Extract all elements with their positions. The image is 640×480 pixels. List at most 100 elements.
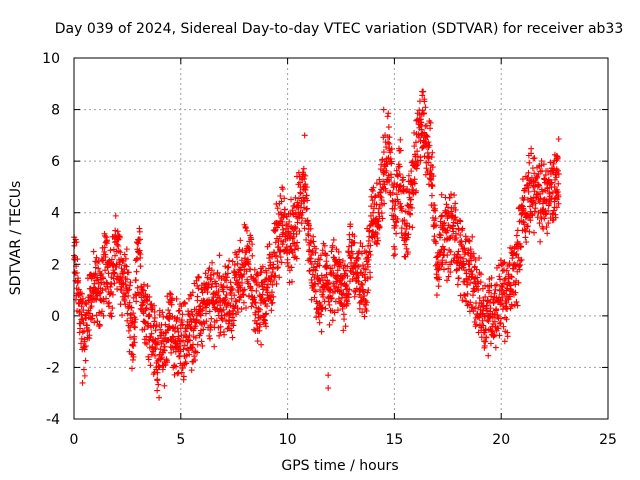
data-point	[528, 150, 535, 157]
data-point	[325, 372, 332, 379]
data-point	[321, 284, 328, 291]
data-point	[121, 251, 128, 258]
data-point	[202, 270, 209, 277]
data-point	[351, 233, 358, 240]
data-point	[503, 267, 510, 274]
data-point	[374, 241, 381, 248]
data-point	[220, 288, 227, 295]
data-point	[81, 346, 88, 353]
data-point	[217, 323, 224, 330]
data-point	[383, 167, 390, 174]
data-point	[119, 312, 126, 319]
data-point	[116, 234, 123, 241]
data-point	[506, 293, 513, 300]
data-point	[101, 232, 108, 239]
data-point	[447, 248, 454, 255]
data-point	[335, 248, 342, 255]
data-point	[141, 326, 148, 333]
data-point	[195, 273, 202, 280]
data-point	[553, 152, 560, 159]
data-point	[284, 235, 291, 242]
data-point	[272, 272, 279, 279]
data-point	[459, 297, 466, 304]
data-point	[281, 206, 288, 213]
data-point	[289, 249, 296, 256]
data-point	[151, 318, 158, 325]
data-point	[89, 312, 96, 319]
data-point	[495, 325, 502, 332]
data-point	[493, 281, 500, 288]
data-point	[406, 223, 413, 230]
x-tick-label: 5	[176, 432, 185, 448]
data-point	[231, 292, 238, 299]
data-point	[504, 305, 511, 312]
data-point	[306, 267, 313, 274]
data-point	[524, 196, 531, 203]
data-point	[555, 193, 562, 200]
data-point	[348, 248, 355, 255]
y-tick-label: -4	[46, 412, 60, 428]
data-point	[113, 248, 120, 255]
data-point	[203, 318, 210, 325]
data-point	[247, 266, 254, 273]
data-point	[272, 239, 279, 246]
data-point	[439, 212, 446, 219]
data-point	[189, 311, 196, 318]
data-point	[338, 300, 345, 307]
data-point	[492, 344, 499, 351]
y-tick-label: 8	[51, 103, 60, 119]
data-point	[550, 207, 557, 214]
data-point	[193, 277, 200, 284]
y-tick-label: 6	[51, 154, 60, 170]
data-point	[156, 351, 163, 358]
data-point	[451, 192, 458, 199]
data-point	[260, 286, 267, 293]
data-point	[548, 179, 555, 186]
data-point	[393, 191, 400, 198]
data-point	[405, 172, 412, 179]
data-point	[303, 192, 310, 199]
data-point	[311, 294, 318, 301]
data-point	[90, 248, 97, 255]
data-point	[228, 295, 235, 302]
data-point	[93, 254, 100, 261]
data-point	[226, 257, 233, 264]
data-point	[486, 314, 493, 321]
data-point	[261, 297, 268, 304]
data-point	[206, 332, 213, 339]
data-point	[105, 300, 112, 307]
data-point	[273, 280, 280, 287]
data-point	[536, 220, 543, 227]
data-point	[355, 278, 362, 285]
data-point	[452, 200, 459, 207]
data-point	[258, 341, 265, 348]
data-point	[242, 225, 249, 232]
data-point	[269, 299, 276, 306]
data-point	[491, 318, 498, 325]
data-point	[358, 280, 365, 287]
data-point	[171, 371, 178, 378]
data-point	[176, 307, 183, 314]
data-point	[223, 291, 230, 298]
data-point	[339, 257, 346, 264]
data-point	[309, 271, 316, 278]
data-point	[293, 231, 300, 238]
data-point	[412, 158, 419, 165]
data-point	[341, 316, 348, 323]
data-point	[508, 303, 515, 310]
axis-ticks	[73, 57, 609, 420]
data-point	[333, 279, 340, 286]
data-point	[107, 310, 114, 317]
data-point	[343, 281, 350, 288]
data-point	[131, 339, 138, 346]
data-point	[186, 332, 193, 339]
data-point	[423, 165, 430, 172]
data-point	[488, 274, 495, 281]
data-point	[206, 335, 213, 342]
data-point	[335, 295, 342, 302]
data-point	[398, 225, 405, 232]
data-point	[208, 284, 215, 291]
data-point	[236, 294, 243, 301]
data-point	[147, 362, 154, 369]
data-point	[387, 155, 394, 162]
